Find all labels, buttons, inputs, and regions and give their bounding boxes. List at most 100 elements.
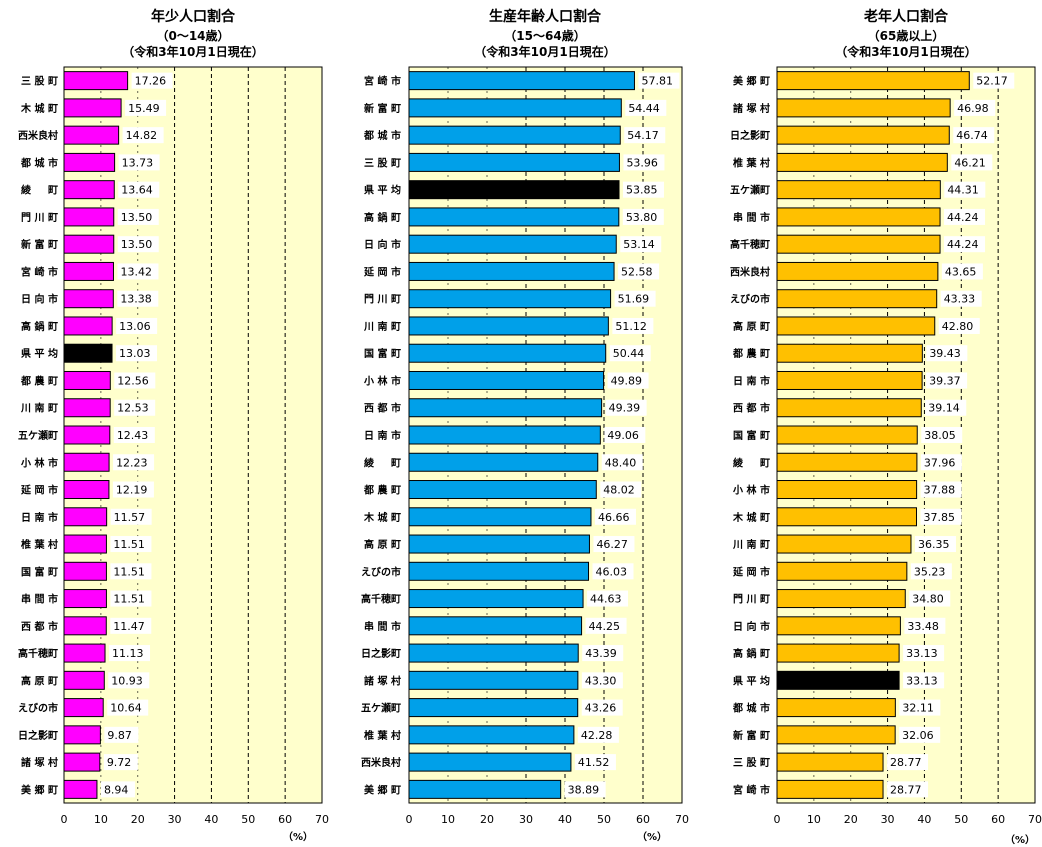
chart2-bar (408, 398, 603, 418)
chart3-bar (776, 589, 906, 609)
chart1-value-label-bg (113, 427, 155, 443)
chart3-tick-label: 70 (1028, 813, 1042, 826)
chart2-value-label-bg (623, 181, 665, 198)
chart1-bar (63, 452, 110, 472)
chart2-title: 生産年齢人口割合 (489, 8, 602, 25)
chart1-category-label: 西 都 市 (21, 620, 58, 633)
chart3-category-label: 日之影町 (730, 129, 770, 142)
chart3-value-label: 35.23 (914, 565, 946, 578)
chart2-category-label: 木 城 町 (363, 511, 401, 524)
chart1-value-label-bg (103, 754, 138, 771)
chart2-value-label: 46.66 (598, 511, 630, 524)
chart1-bar (63, 289, 114, 309)
chart1-bar (63, 480, 110, 500)
chart1-category-label: 串 間 市 (21, 593, 58, 606)
chart2-value-label: 49.39 (609, 402, 641, 415)
chart2-value-label-bg (605, 399, 647, 416)
chart2-category-label: 西米良村 (361, 756, 401, 769)
chart1-category-label: 都 農 町 (20, 374, 58, 387)
chart3-value-label-bg (887, 781, 929, 798)
chart2-value-label: 43.30 (585, 674, 617, 687)
chart3-category-label: 綾 町 (733, 456, 770, 469)
chart2-bar (408, 534, 590, 554)
chart1-value-label: 11.51 (113, 593, 145, 606)
chart3-bar (776, 752, 884, 772)
chart3-category-label: 日 南 市 (733, 374, 770, 387)
chart1-category-label: 宮 崎 市 (21, 265, 58, 278)
chart1-value-label: 15.49 (128, 102, 160, 115)
chart1-bar (63, 398, 111, 418)
chart1-value-label-bg (110, 508, 152, 525)
chart3-bar (776, 480, 918, 500)
chart3-bar (776, 316, 936, 336)
chart3-value-label: 39.43 (929, 347, 961, 360)
chart2-bar (408, 71, 635, 91)
chart3-value-label-bg (941, 263, 983, 280)
chart3-category-label: えびの市 (730, 293, 770, 306)
chart3-category-label: 川 南 町 (732, 538, 770, 551)
chart3-value-label-bg (954, 99, 996, 116)
chart2-value-label-bg (587, 590, 629, 607)
chart2-category-label: 五ケ瀬町 (361, 702, 401, 715)
chart2-category-label: 日 南 市 (364, 429, 401, 442)
chart2-tick-label: 60 (636, 813, 650, 826)
chart1-category-label: 県 平 均 (21, 347, 58, 360)
chart3-value-label: 33.13 (906, 674, 938, 687)
chart2-value-label-bg (620, 236, 662, 253)
chart2-bar (408, 289, 612, 309)
chart1-bar (63, 343, 113, 363)
chart1-value-label-bg (114, 399, 156, 416)
chart2-category-label: 県 平 均 (364, 184, 401, 197)
chart2-category-label: 椎 葉 村 (363, 729, 401, 742)
chart2-subtitle: （15～64歳） (504, 28, 585, 43)
chart2-value-label-bg (614, 290, 656, 307)
chart3-category-label: 高 原 町 (733, 320, 770, 333)
chart2-category-label: 国 富 町 (364, 347, 401, 360)
chart3-value-label: 46.74 (956, 129, 988, 142)
chart2-value-label: 51.12 (615, 320, 647, 333)
chart1-bar (63, 616, 107, 636)
chart3-value-label-bg (951, 154, 993, 171)
chart3-value-label-bg (914, 536, 956, 553)
chart2-category-label: 高 鍋 町 (364, 211, 401, 224)
chart3-value-label: 46.21 (954, 156, 986, 169)
chart3-value-label-bg (953, 127, 995, 144)
chart2-value-label-bg (581, 699, 623, 716)
chart2-bar (408, 452, 599, 472)
chart3-category-label: 五ケ瀬町 (730, 184, 770, 197)
chart3-value-label: 37.96 (924, 456, 956, 469)
chart3-value-label-bg (899, 699, 941, 716)
chart1-bar (63, 507, 108, 527)
chart1-title: 年少人口割合 (151, 8, 236, 25)
chart1-value-label: 17.26 (135, 75, 167, 88)
chart3-bar (776, 779, 884, 799)
chart2-value-label: 54.44 (628, 102, 660, 115)
chart1-category-label: 椎 葉 村 (20, 538, 58, 551)
chart3-bar (776, 261, 939, 281)
chart1-value-label: 13.38 (120, 293, 151, 306)
chart2-bar (408, 98, 622, 118)
chart2-value-label: 51.69 (618, 293, 650, 306)
chart3-tick-label: 60 (991, 813, 1005, 826)
chart2-value-label-bg (618, 263, 660, 280)
chart1-value-label-bg (118, 181, 160, 198)
chart2-unit-label: （%） (637, 830, 667, 843)
chart2-value-label: 42.28 (581, 729, 613, 742)
chart3-bar (776, 370, 923, 390)
chart2-category-label: 高千穂町 (361, 593, 401, 606)
chart1-tick-label: 20 (131, 813, 145, 826)
chart2-category-label: 小 林 市 (363, 374, 401, 387)
chart2-category-label: 新 富 町 (364, 102, 401, 115)
chart3-value-label-bg (899, 726, 941, 743)
chart3-value-label: 28.77 (890, 783, 922, 796)
chart1-category-label: 五ケ瀬町 (18, 429, 58, 442)
chart1-subtitle: （0～14歳） (156, 28, 229, 43)
chart1-value-label-bg (110, 536, 152, 553)
chart3-value-label-bg (925, 399, 967, 416)
chart1-value-label: 10.93 (111, 674, 142, 687)
chart1-value-label-bg (117, 290, 159, 307)
chart1-bar (63, 207, 115, 227)
chart2-bar (408, 779, 562, 799)
chart2-value-label: 48.40 (605, 456, 637, 469)
chart1-bar (63, 561, 107, 581)
